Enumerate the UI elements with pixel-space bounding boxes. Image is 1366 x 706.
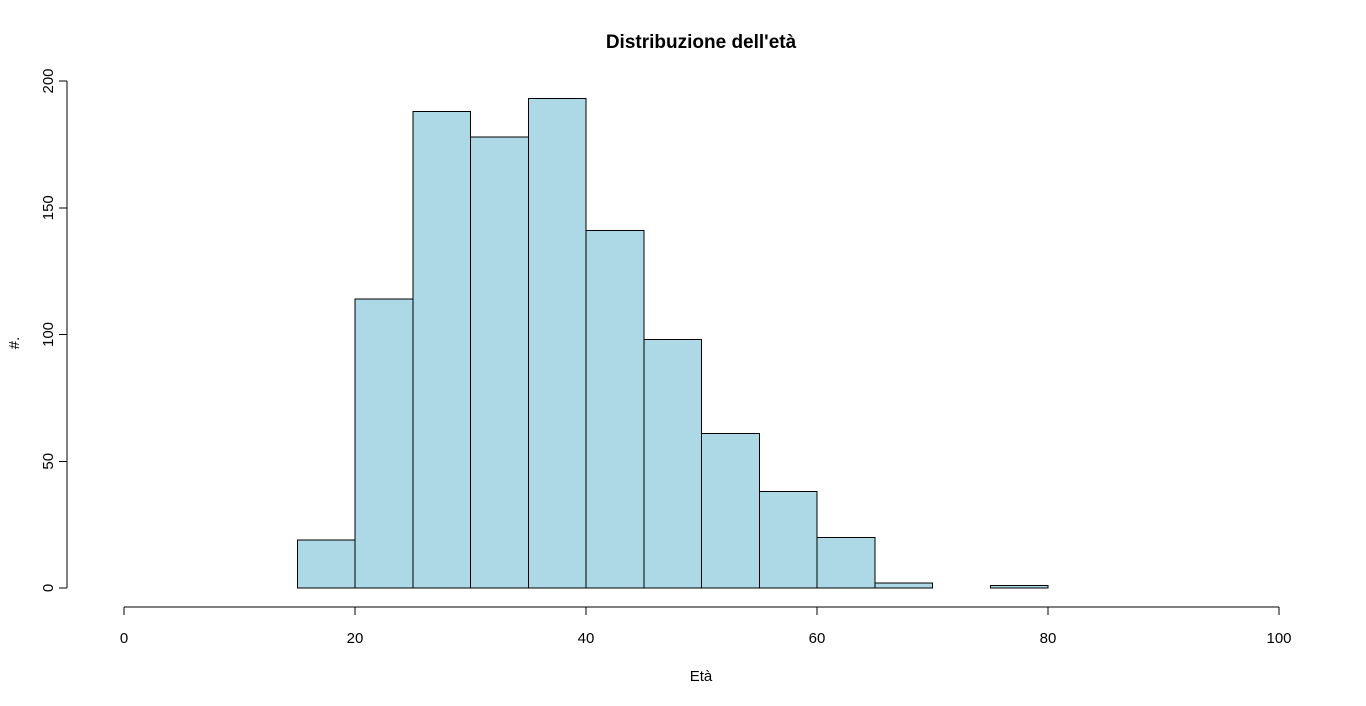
y-axis: 0 50 100 150 200	[40, 68, 68, 592]
histogram-bar	[470, 136, 529, 589]
y-tick-label: 0	[40, 584, 57, 592]
x-tick-label: 40	[578, 630, 595, 647]
histogram-bar	[296, 539, 356, 589]
histogram-bar	[412, 110, 471, 589]
y-tick-label: 200	[40, 68, 57, 93]
x-tick-label: 0	[120, 630, 128, 647]
x-tick-label: 60	[809, 630, 826, 647]
histogram-bar	[354, 298, 414, 589]
x-axis: 0 20 40 60 80 100	[120, 606, 1292, 647]
histogram-bar	[585, 230, 645, 589]
x-axis-label: Età	[690, 668, 713, 685]
x-tick-label: 80	[1040, 630, 1057, 647]
x-tick-label: 20	[347, 630, 364, 647]
y-tick-label: 150	[40, 195, 57, 220]
y-tick-label: 100	[40, 322, 57, 347]
histogram-bar	[701, 432, 760, 589]
histogram-bar	[758, 491, 818, 589]
chart-title: Distribuzione dell'età	[606, 32, 797, 53]
histogram-bar	[816, 536, 876, 589]
y-axis-label: #.	[6, 337, 23, 350]
histogram-bar	[874, 582, 933, 589]
histogram-bar	[643, 339, 702, 589]
bars-group	[296, 98, 1049, 589]
histogram-bar	[989, 584, 1049, 589]
histogram-bar	[527, 98, 587, 589]
x-tick-label: 100	[1266, 630, 1291, 647]
y-tick-label: 50	[40, 453, 57, 470]
